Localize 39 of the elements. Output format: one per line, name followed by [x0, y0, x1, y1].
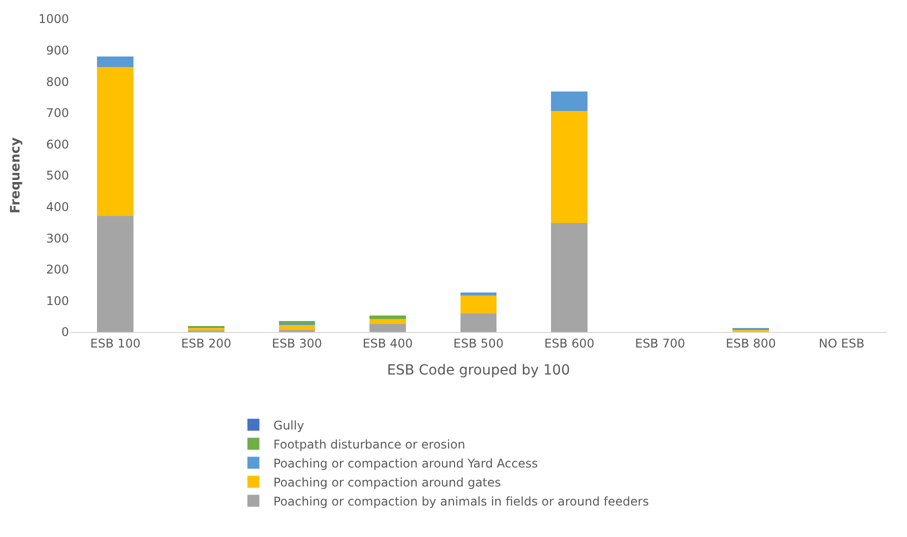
y-tick-label: 0 — [61, 325, 69, 340]
y-tick-label: 800 — [46, 74, 69, 89]
x-axis-title: ESB Code grouped by 100 — [386, 362, 570, 379]
bar — [188, 328, 224, 330]
legend-label: Footpath disturbance or erosion — [273, 437, 466, 452]
bar — [551, 111, 588, 224]
y-tick-label: 400 — [46, 200, 69, 214]
y-tick-label: 1000 — [38, 12, 69, 26]
bar — [460, 296, 497, 314]
y-tick-label: 700 — [46, 106, 69, 120]
bar — [97, 216, 134, 332]
y-tick-label: 900 — [46, 44, 69, 58]
y-tick-label: 100 — [46, 294, 69, 308]
bar — [370, 324, 406, 332]
y-tick-label: 500 — [46, 168, 69, 183]
x-tick-label: ESB 800 — [726, 336, 776, 350]
y-axis-title: Frequency — [8, 136, 24, 214]
x-tick-label: ESB 600 — [544, 336, 594, 350]
x-tick-label: ESB 300 — [272, 336, 322, 350]
bar — [370, 318, 406, 324]
legend-label: Gully — [273, 418, 304, 432]
legend-label: Poaching or compaction by animals in fields or around feeders — [273, 494, 649, 508]
x-tick-label: ESB 100 — [90, 336, 140, 350]
y-tick-label: 600 — [46, 137, 69, 152]
legend-label: Poaching or compaction around Yard Access — [273, 456, 538, 470]
y-tick-label: 300 — [46, 231, 69, 246]
bar — [460, 314, 497, 332]
bar — [551, 92, 588, 112]
bar — [370, 316, 406, 319]
bar — [97, 56, 134, 67]
x-tick-label: ESB 200 — [181, 336, 232, 350]
x-tick-label: ESB 400 — [362, 336, 413, 350]
legend-label: Poaching or compaction around gates — [273, 475, 501, 490]
bar — [97, 66, 134, 216]
y-tick-label: 200 — [46, 262, 69, 277]
x-tick-label: ESB 700 — [634, 336, 686, 350]
x-tick-label: ESB 500 — [453, 336, 504, 350]
bar — [551, 223, 588, 332]
x-tick-label: NO ESB — [818, 336, 864, 350]
